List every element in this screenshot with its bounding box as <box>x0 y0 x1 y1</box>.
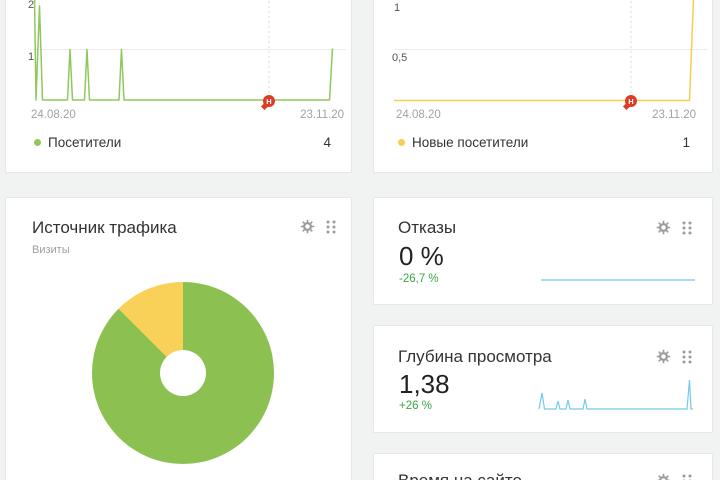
gear-icon[interactable] <box>656 349 672 365</box>
widget-new-visitors: 1 0,5 Н 24.08.20 23.11.20 Новые посетите… <box>373 0 713 173</box>
gear-icon[interactable] <box>656 473 672 480</box>
legend-value: 4 <box>323 135 331 150</box>
new-visitors-line-chart[interactable] <box>374 0 712 107</box>
date-start: 24.08.20 <box>31 109 76 121</box>
note-pin-marker[interactable]: Н <box>263 95 275 107</box>
donut-hole <box>160 350 206 396</box>
date-end: 23.11.20 <box>300 109 344 121</box>
gear-icon[interactable] <box>656 220 672 236</box>
widget-traffic-source: Источник трафика Визиты <box>5 197 352 480</box>
widget-title: Источник трафика <box>32 218 177 237</box>
legend-value: 1 <box>682 135 690 150</box>
metric-delta: -26,7 % <box>399 273 439 285</box>
widget-time-on-site: Время на сайте <box>373 453 713 480</box>
visitors-series-line <box>33 0 334 101</box>
widget-visitors: 2 1 Н 24.08.20 23.11.20 Посетители 4 <box>5 0 352 173</box>
note-pin-letter: Н <box>628 97 634 106</box>
widget-bounces: Отказы 0 % -26,7 % <box>373 197 713 305</box>
drag-handle-icon[interactable] <box>680 473 696 480</box>
date-start: 24.08.20 <box>396 109 441 121</box>
legend-dot-yellow <box>398 139 405 146</box>
note-pin-letter: Н <box>266 97 272 106</box>
depth-spark-line <box>538 379 693 410</box>
y-tick-2: 2 <box>28 0 35 11</box>
y-tick-05: 0,5 <box>392 52 408 64</box>
depth-sparkline[interactable] <box>534 366 699 412</box>
new-visitors-series-line <box>394 0 695 102</box>
drag-handle-icon[interactable] <box>680 220 696 236</box>
y-tick-1: 1 <box>394 2 401 14</box>
metric-value: 1,38 <box>399 369 450 399</box>
y-tick-1: 1 <box>28 51 35 63</box>
metric-delta: +26 % <box>399 400 432 412</box>
date-end: 23.11.20 <box>652 109 696 121</box>
widget-subtitle: Визиты <box>32 244 70 256</box>
legend-label[interactable]: Посетители <box>48 135 122 150</box>
note-pin-marker[interactable]: Н <box>625 95 637 107</box>
widget-title: Отказы <box>398 218 457 237</box>
widget-page-depth: Глубина просмотра 1,38 +26 % <box>373 325 713 433</box>
legend-dot-green <box>34 139 41 146</box>
bounces-sparkline[interactable] <box>539 258 699 288</box>
visitors-line-chart[interactable] <box>6 0 351 107</box>
metric-value: 0 % <box>399 241 444 271</box>
legend-label[interactable]: Новые посетители <box>412 135 529 150</box>
drag-handle-icon[interactable] <box>324 219 340 235</box>
widget-title: Время на сайте <box>398 471 522 480</box>
widget-title: Глубина просмотра <box>398 347 552 366</box>
drag-handle-icon[interactable] <box>680 349 696 365</box>
gear-icon[interactable] <box>300 219 316 235</box>
